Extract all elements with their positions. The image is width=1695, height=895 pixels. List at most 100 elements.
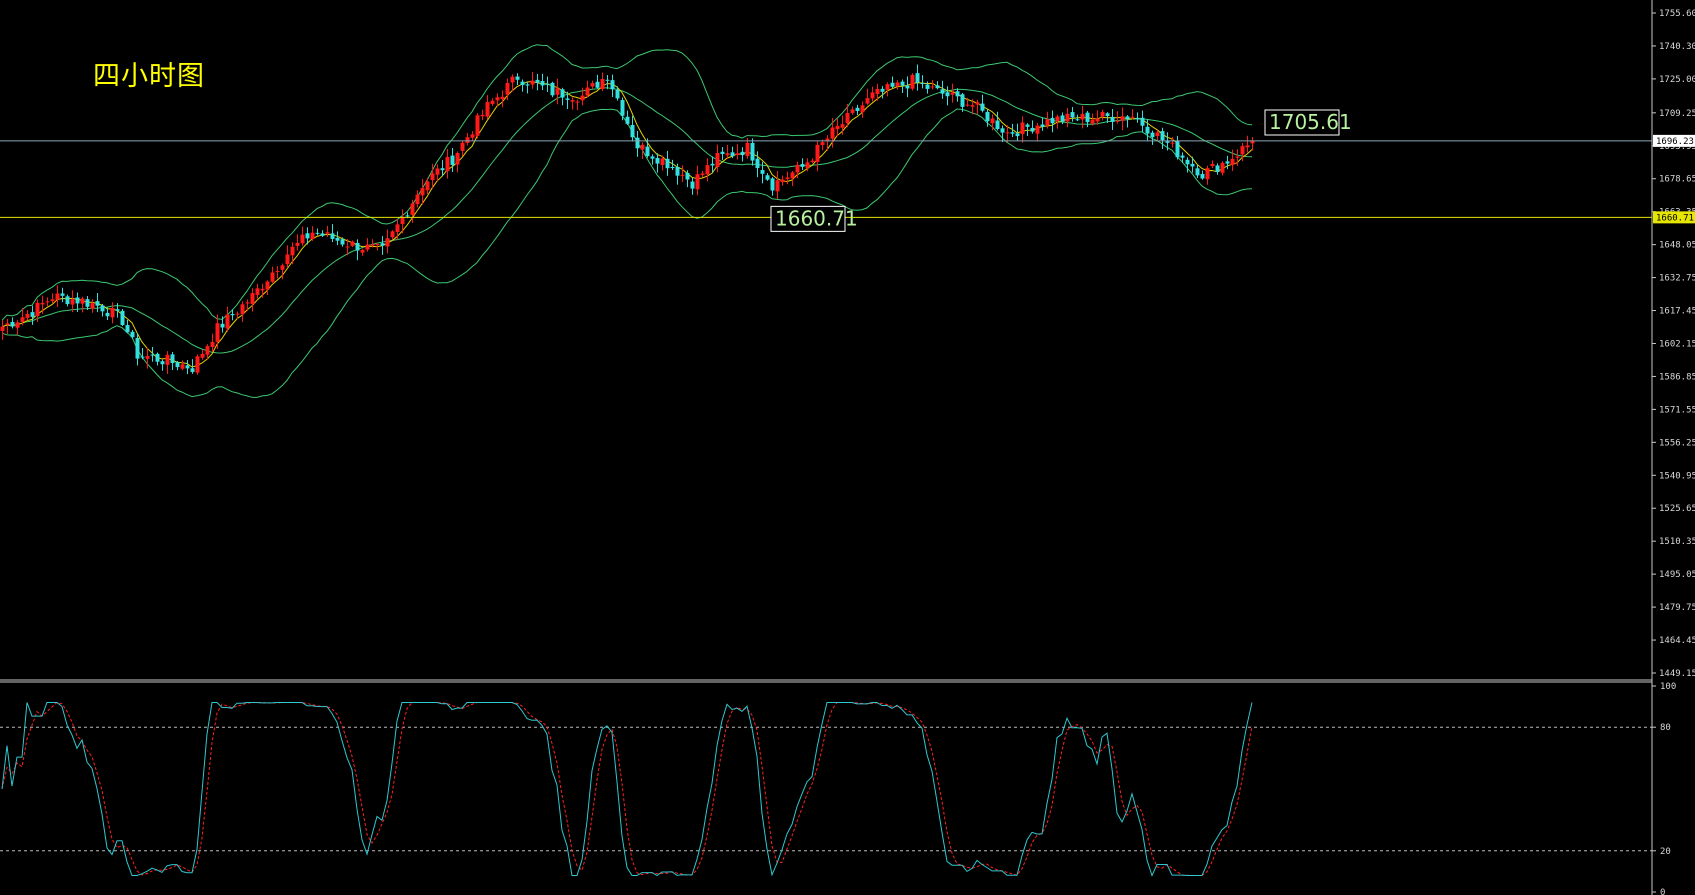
- candle: [115, 303, 120, 318]
- candle: [700, 171, 705, 178]
- candle: [845, 104, 850, 128]
- candle: [110, 302, 115, 324]
- candle-body: [495, 97, 500, 101]
- candle: [970, 99, 975, 115]
- candle-body: [425, 181, 430, 191]
- candle-body: [1205, 168, 1210, 180]
- candlestick-series: [0, 64, 1255, 375]
- candle: [315, 228, 320, 236]
- candle-body: [310, 232, 315, 240]
- candle-body: [100, 305, 105, 312]
- candle-body: [780, 179, 785, 183]
- candle-body: [815, 144, 820, 162]
- candle: [1030, 120, 1035, 134]
- candle-body: [220, 323, 225, 328]
- candle-body: [570, 100, 575, 102]
- candle: [990, 114, 995, 131]
- candle-body: [135, 338, 140, 359]
- candle: [1225, 155, 1230, 170]
- candle: [85, 295, 90, 310]
- candle-body: [130, 331, 135, 338]
- candle: [880, 86, 885, 99]
- candle: [855, 104, 860, 116]
- candle-body: [405, 215, 410, 217]
- candle: [1085, 110, 1090, 128]
- candle: [375, 242, 380, 251]
- candle: [470, 131, 475, 141]
- candle-body: [965, 104, 970, 106]
- candle-body: [230, 314, 235, 316]
- candle: [205, 344, 210, 360]
- candle: [245, 299, 250, 311]
- candle: [400, 209, 405, 234]
- candle: [1010, 123, 1015, 137]
- candle: [180, 360, 185, 371]
- candle-body: [315, 232, 320, 234]
- candle-body: [190, 368, 195, 372]
- candle-body: [15, 322, 20, 328]
- candle: [635, 130, 640, 157]
- candle-body: [165, 354, 170, 365]
- candle-body: [920, 83, 925, 85]
- candle-body: [675, 167, 680, 176]
- candle: [145, 347, 150, 369]
- candle-body: [715, 153, 720, 168]
- candle-body: [295, 242, 300, 246]
- candle: [1235, 149, 1240, 166]
- candle-body: [45, 301, 50, 303]
- candle: [1180, 152, 1185, 163]
- candle: [645, 138, 650, 158]
- low-annotation: 1660.71: [770, 205, 858, 232]
- candle-body: [1145, 126, 1150, 134]
- candle: [105, 307, 110, 320]
- candle: [35, 299, 40, 323]
- candle: [575, 99, 580, 111]
- upper-band: [1, 44, 1253, 321]
- candle-body: [390, 231, 395, 238]
- candle: [40, 295, 45, 314]
- candle: [895, 80, 900, 90]
- candle: [1230, 149, 1235, 172]
- candle: [225, 306, 230, 332]
- candle: [415, 190, 420, 208]
- candle: [805, 158, 810, 172]
- candle-body: [285, 254, 290, 265]
- candle-body: [80, 298, 85, 304]
- candle-body: [610, 80, 615, 90]
- candle-body: [680, 174, 685, 176]
- candle: [760, 161, 765, 184]
- candle: [545, 76, 550, 93]
- candle: [365, 238, 370, 252]
- candle-body: [855, 107, 860, 111]
- candle: [305, 227, 310, 245]
- candle: [370, 239, 375, 248]
- candle-body: [620, 100, 625, 116]
- candle-body: [450, 155, 455, 165]
- candle: [290, 242, 295, 265]
- candle-body: [480, 114, 485, 117]
- candle: [650, 154, 655, 165]
- candle: [1155, 130, 1160, 141]
- candle: [285, 245, 290, 268]
- candle: [1145, 119, 1150, 141]
- candle: [1175, 135, 1180, 160]
- candle-body: [1250, 140, 1255, 144]
- candle-body: [900, 81, 905, 86]
- candle-body: [960, 94, 965, 107]
- candle-body: [85, 299, 90, 307]
- high-annotation-box: [1264, 109, 1340, 136]
- candle: [830, 117, 835, 148]
- candle-body: [1150, 132, 1155, 138]
- candle: [910, 73, 915, 91]
- candle: [765, 173, 770, 181]
- candle-body: [485, 102, 490, 117]
- candle: [20, 307, 25, 326]
- candle-body: [345, 246, 350, 248]
- candle-body: [590, 83, 595, 87]
- candle: [900, 79, 905, 94]
- candle: [1060, 112, 1065, 125]
- candle: [795, 161, 800, 179]
- candle: [870, 86, 875, 102]
- axis-tick-label: 1510.35: [1659, 537, 1695, 547]
- candle: [420, 179, 425, 205]
